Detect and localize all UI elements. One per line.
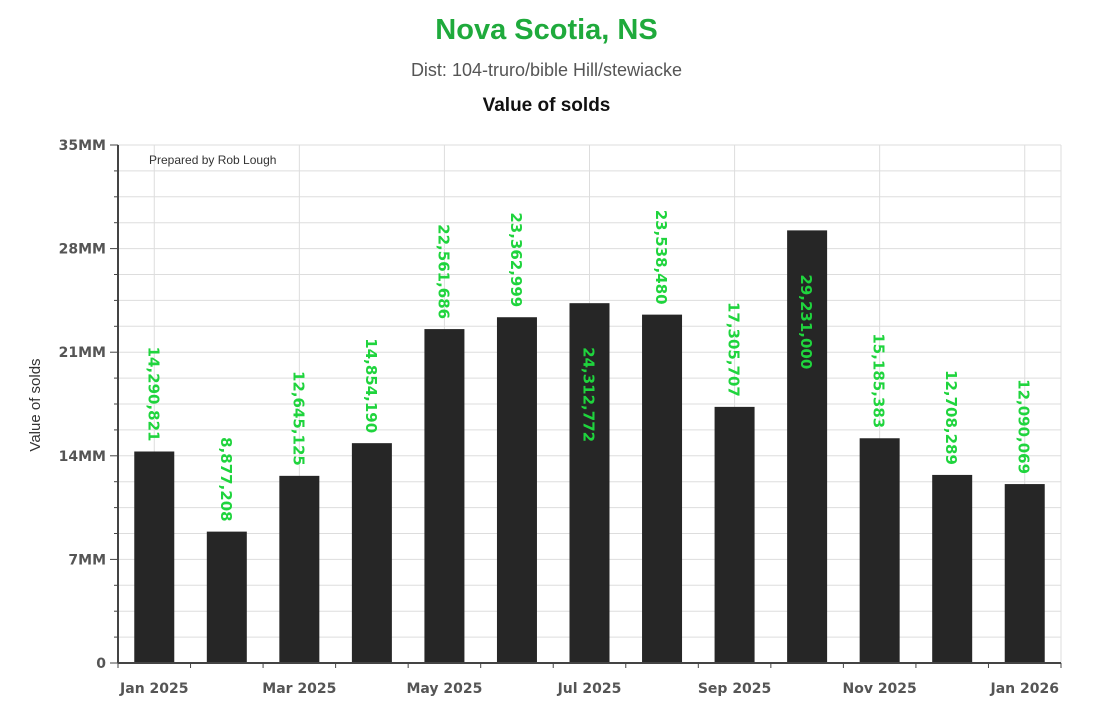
y-axis-label: Value of solds bbox=[27, 358, 44, 451]
data-label: 23,538,480 bbox=[652, 210, 670, 305]
x-tick-label: May 2025 bbox=[406, 681, 482, 697]
y-tick-label: 0 bbox=[96, 656, 106, 672]
y-tick-label: 7MM bbox=[68, 552, 106, 568]
data-label: 12,708,289 bbox=[942, 370, 960, 465]
bar-jan-2026[interactable] bbox=[1004, 484, 1045, 663]
data-label: 22,561,686 bbox=[434, 224, 452, 319]
chart-subtitle: Dist: 104-truro/bible Hill/stewiacke bbox=[410, 60, 683, 80]
data-label: 17,305,707 bbox=[725, 302, 743, 397]
bar-jul-2025[interactable] bbox=[569, 303, 610, 663]
data-label: 23,362,999 bbox=[507, 212, 525, 307]
data-label: 14,290,821 bbox=[144, 347, 162, 442]
data-labels-group: 14,290,821 8,877,208 12,645,125 14,854,190 2… bbox=[144, 210, 1032, 522]
bar-may-2025[interactable] bbox=[424, 329, 465, 663]
x-tick-label: Nov 2025 bbox=[842, 681, 916, 697]
bar-aug-2025[interactable] bbox=[642, 314, 683, 663]
bar-mar-2025[interactable] bbox=[279, 475, 320, 663]
chart-heading: Value of solds bbox=[482, 95, 611, 116]
bar-oct-2025[interactable] bbox=[787, 230, 828, 663]
bar-feb-2025[interactable] bbox=[206, 531, 247, 663]
x-tick-label: Mar 2025 bbox=[262, 681, 336, 697]
axes-group: 0 7MM 14MM 21MM 28MM 35MM Jan 2025 Mar 2025 May … bbox=[59, 138, 1062, 697]
data-label: 24,312,772 bbox=[580, 347, 598, 442]
y-tick-label: 35MM bbox=[59, 138, 106, 154]
x-tick-label: Jan 2025 bbox=[119, 681, 188, 697]
data-label: 15,185,383 bbox=[870, 333, 888, 428]
y-tick-label: 21MM bbox=[59, 345, 106, 361]
data-label: 29,231,000 bbox=[797, 274, 815, 369]
bars-group bbox=[134, 230, 1045, 663]
bar-sep-2025[interactable] bbox=[714, 406, 755, 663]
x-tick-label: Sep 2025 bbox=[698, 681, 771, 697]
chart-title: Nova Scotia, NS bbox=[435, 14, 658, 46]
bar-dec-2025[interactable] bbox=[932, 474, 973, 663]
x-tick-label: Jan 2026 bbox=[989, 681, 1058, 697]
data-label: 12,645,125 bbox=[289, 371, 307, 466]
bar-jun-2025[interactable] bbox=[496, 317, 537, 663]
data-label: 8,877,208 bbox=[217, 437, 235, 521]
bar-nov-2025[interactable] bbox=[859, 438, 900, 663]
x-tick-label: Jul 2025 bbox=[557, 681, 622, 697]
bar-apr-2025[interactable] bbox=[351, 443, 392, 663]
data-label: 12,090,069 bbox=[1015, 379, 1033, 474]
data-label: 14,854,190 bbox=[362, 338, 380, 433]
y-tick-label: 28MM bbox=[59, 242, 106, 258]
credit-text: Prepared by Rob Lough bbox=[149, 153, 276, 167]
y-tick-label: 14MM bbox=[59, 449, 106, 465]
bar-jan-2025[interactable] bbox=[134, 451, 175, 663]
